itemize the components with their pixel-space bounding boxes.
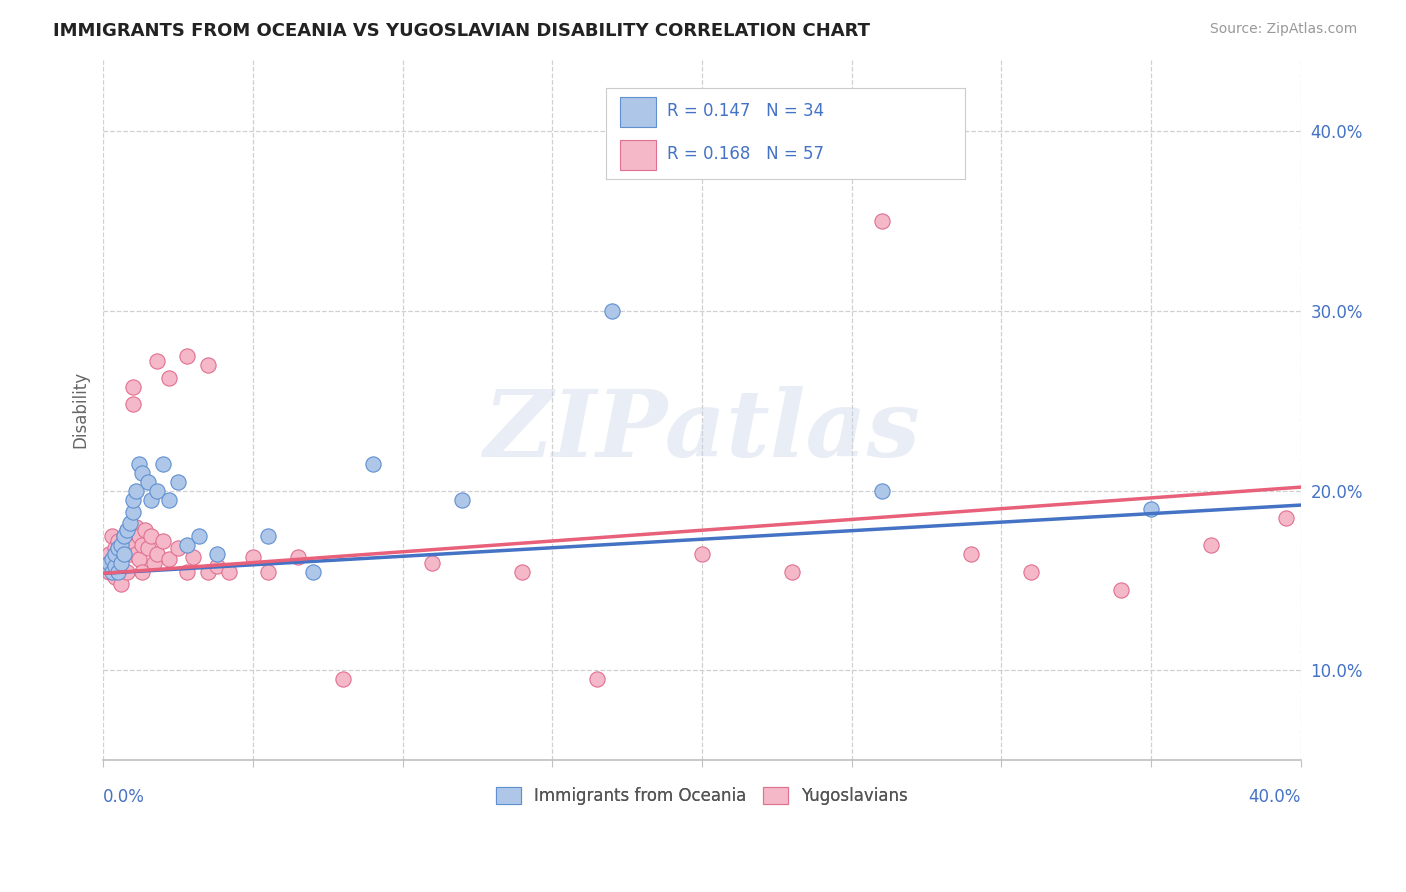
Point — [361, 457, 384, 471]
Point — [301, 565, 323, 579]
Point — [256, 528, 278, 542]
Point — [112, 528, 135, 542]
Point — [101, 565, 124, 579]
Point — [143, 556, 166, 570]
Point — [510, 565, 533, 579]
Point — [600, 304, 623, 318]
Point — [107, 541, 129, 556]
Text: IMMIGRANTS FROM OCEANIA VS YUGOSLAVIAN DISABILITY CORRELATION CHART: IMMIGRANTS FROM OCEANIA VS YUGOSLAVIAN D… — [53, 22, 870, 40]
Point — [115, 565, 138, 579]
Text: ZIPatlas: ZIPatlas — [484, 386, 921, 476]
Point — [960, 547, 983, 561]
Point — [136, 475, 159, 489]
Point — [104, 541, 127, 556]
Point — [146, 483, 169, 498]
Legend: Immigrants from Oceania, Yugoslavians: Immigrants from Oceania, Yugoslavians — [489, 780, 915, 812]
Point — [256, 565, 278, 579]
Point — [181, 550, 204, 565]
Point — [176, 349, 198, 363]
Point — [128, 457, 150, 471]
Point — [1019, 565, 1042, 579]
Point — [131, 565, 153, 579]
Point — [101, 528, 124, 542]
Point — [122, 505, 145, 519]
Point — [98, 565, 121, 579]
Point — [287, 550, 309, 565]
Point — [197, 565, 219, 579]
Point — [120, 534, 142, 549]
Point — [101, 559, 124, 574]
Point — [104, 559, 127, 574]
Point — [1109, 582, 1132, 597]
Point — [115, 523, 138, 537]
Point — [104, 570, 127, 584]
Point — [176, 538, 198, 552]
Point — [112, 541, 135, 556]
Point — [110, 538, 132, 552]
Text: 40.0%: 40.0% — [1249, 789, 1301, 806]
Point — [1140, 501, 1163, 516]
Point — [139, 528, 162, 542]
Point — [780, 565, 803, 579]
Point — [167, 541, 190, 556]
Point — [122, 397, 145, 411]
Point — [120, 516, 142, 530]
Point — [125, 547, 148, 561]
Point — [131, 538, 153, 552]
Point — [128, 528, 150, 542]
Point — [422, 556, 444, 570]
Point — [122, 379, 145, 393]
Point — [197, 358, 219, 372]
Point — [157, 552, 180, 566]
Point — [218, 565, 240, 579]
Point — [125, 519, 148, 533]
Point — [870, 214, 893, 228]
Point — [128, 552, 150, 566]
Point — [1199, 538, 1222, 552]
Point — [586, 673, 609, 687]
Point — [242, 550, 264, 565]
Point — [134, 523, 156, 537]
Point — [112, 528, 135, 542]
Point — [107, 534, 129, 549]
Point — [176, 565, 198, 579]
Point — [110, 577, 132, 591]
Point — [125, 483, 148, 498]
Point — [110, 556, 132, 570]
Point — [451, 492, 474, 507]
Point — [98, 547, 121, 561]
Point — [870, 483, 893, 498]
Point — [98, 556, 121, 570]
Text: 0.0%: 0.0% — [103, 789, 145, 806]
Point — [94, 556, 117, 570]
Point — [167, 475, 190, 489]
Point — [690, 547, 713, 561]
Text: Source: ZipAtlas.com: Source: ZipAtlas.com — [1209, 22, 1357, 37]
Point — [1274, 510, 1296, 524]
Point — [157, 370, 180, 384]
Point — [104, 547, 127, 561]
Point — [146, 547, 169, 561]
Y-axis label: Disability: Disability — [72, 371, 89, 449]
Point — [112, 547, 135, 561]
Point — [152, 457, 174, 471]
Point — [146, 354, 169, 368]
Point — [332, 673, 354, 687]
Point — [139, 492, 162, 507]
Point — [107, 565, 129, 579]
Point — [152, 534, 174, 549]
Point — [120, 547, 142, 561]
Point — [122, 492, 145, 507]
Point — [136, 541, 159, 556]
Point — [157, 492, 180, 507]
Point — [205, 547, 228, 561]
Point — [205, 559, 228, 574]
Point — [131, 466, 153, 480]
Point — [110, 552, 132, 566]
Point — [107, 556, 129, 570]
Point — [115, 523, 138, 537]
Point — [101, 552, 124, 566]
Point — [187, 528, 209, 542]
